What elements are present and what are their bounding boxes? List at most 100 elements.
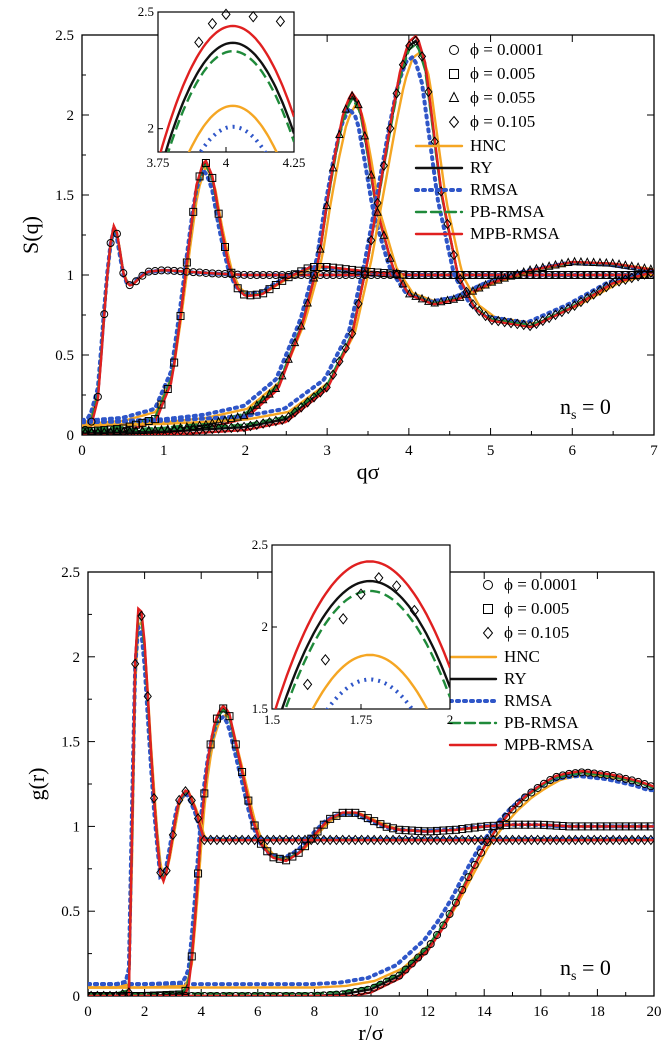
marker-circle: [93, 392, 102, 401]
marker-square: [433, 826, 442, 835]
marker-square: [225, 712, 234, 721]
marker-circle: [119, 269, 128, 278]
marker-square: [539, 820, 548, 829]
marker-square: [335, 264, 344, 273]
marker-diamond: [451, 834, 461, 846]
x-tick-label: 20: [647, 1004, 662, 1020]
marker-diamond: [219, 834, 228, 846]
marker-diamond: [344, 834, 354, 846]
marker-circle: [225, 992, 234, 996]
marker-diamond: [539, 834, 549, 846]
marker-square: [297, 267, 306, 276]
marker-diamond: [443, 218, 452, 230]
marker-square: [338, 808, 347, 817]
marker-diamond: [87, 427, 96, 435]
marker-square: [418, 271, 427, 279]
marker-triangle: [525, 265, 535, 274]
marker-square: [414, 826, 423, 835]
marker-square: [477, 822, 486, 831]
marker-diamond: [489, 834, 498, 846]
marker-circle: [106, 239, 115, 247]
marker-square: [576, 271, 585, 279]
marker-diamond: [627, 834, 637, 846]
marker-circle: [389, 974, 398, 983]
marker-triangle: [227, 413, 236, 423]
marker-triangle: [608, 258, 617, 267]
marker-square: [494, 271, 503, 279]
marker-diamond: [373, 197, 382, 209]
marker-diamond: [189, 424, 198, 435]
marker-diamond: [640, 834, 649, 846]
marker-diamond: [100, 427, 109, 435]
marker-triangle: [411, 291, 420, 300]
marker-diamond: [596, 834, 605, 846]
y-axis-label: g(r): [24, 768, 49, 801]
marker-diamond: [220, 422, 230, 434]
marker-triangle: [474, 282, 484, 292]
marker-diamond: [458, 834, 467, 846]
marker-circle: [533, 783, 542, 792]
marker-triangle: [455, 292, 465, 301]
x-tick-label: 10: [364, 1004, 379, 1020]
marker-diamond: [409, 604, 420, 617]
marker-square: [456, 271, 465, 279]
marker-diamond: [341, 342, 350, 354]
marker-diamond: [278, 414, 287, 426]
marker-diamond: [621, 274, 630, 285]
marker-triangle: [82, 427, 89, 435]
marker-circle: [401, 965, 410, 974]
marker-diamond: [417, 51, 427, 62]
marker-square: [395, 825, 404, 834]
x-tick-label: 6: [569, 443, 577, 459]
marker-diamond: [212, 834, 222, 846]
marker-square: [445, 826, 454, 835]
marker-triangle: [436, 296, 446, 306]
marker-diamond: [576, 296, 586, 308]
marker-diamond: [181, 785, 190, 797]
marker-circle: [182, 267, 191, 276]
marker-diamond: [500, 316, 509, 328]
marker-diamond: [646, 267, 654, 278]
marker-square: [271, 281, 280, 290]
marker-square: [430, 271, 439, 279]
marker-diamond: [482, 626, 494, 640]
marker-circle: [341, 271, 350, 279]
marker-diamond: [231, 834, 240, 846]
marker-diamond: [564, 834, 574, 846]
marker-circle: [259, 271, 268, 279]
curve-rmsa: [88, 773, 654, 987]
marker-square: [144, 417, 153, 425]
marker-square: [131, 992, 140, 996]
marker-square: [551, 271, 560, 279]
marker-square: [319, 820, 328, 829]
marker-square: [143, 991, 152, 996]
annotation-ns: ns = 0: [560, 394, 611, 423]
marker-triangle: [405, 288, 414, 298]
marker-triangle: [633, 262, 643, 271]
marker-diamond: [244, 834, 253, 846]
marker-diamond: [407, 834, 417, 846]
marker-square: [176, 311, 185, 320]
marker-diamond: [156, 867, 165, 878]
marker-square: [577, 822, 586, 831]
marker-triangle: [449, 294, 459, 303]
marker-diamond: [388, 834, 398, 846]
y-tick-label: 1: [67, 268, 75, 284]
marker-square: [545, 271, 554, 279]
legend-marker-label: ϕ = 0.105: [504, 623, 569, 642]
marker-circle: [206, 992, 215, 996]
marker-diamond: [239, 421, 249, 433]
marker-square: [233, 284, 242, 293]
marker-circle: [426, 939, 435, 948]
marker-diamond: [320, 653, 331, 666]
marker-diamond: [564, 303, 573, 315]
inset-curves: [274, 560, 450, 709]
inset-x-tick-label: 1.75: [350, 712, 373, 727]
marker-square: [621, 271, 630, 279]
marker-circle: [414, 953, 423, 962]
marker-square: [449, 69, 459, 79]
marker-circle: [571, 769, 580, 778]
marker-triangle: [614, 259, 624, 268]
inset-panel: 3.75 4 4.25 2 2.5: [138, 4, 306, 170]
x-tick-label: 0: [78, 443, 86, 459]
